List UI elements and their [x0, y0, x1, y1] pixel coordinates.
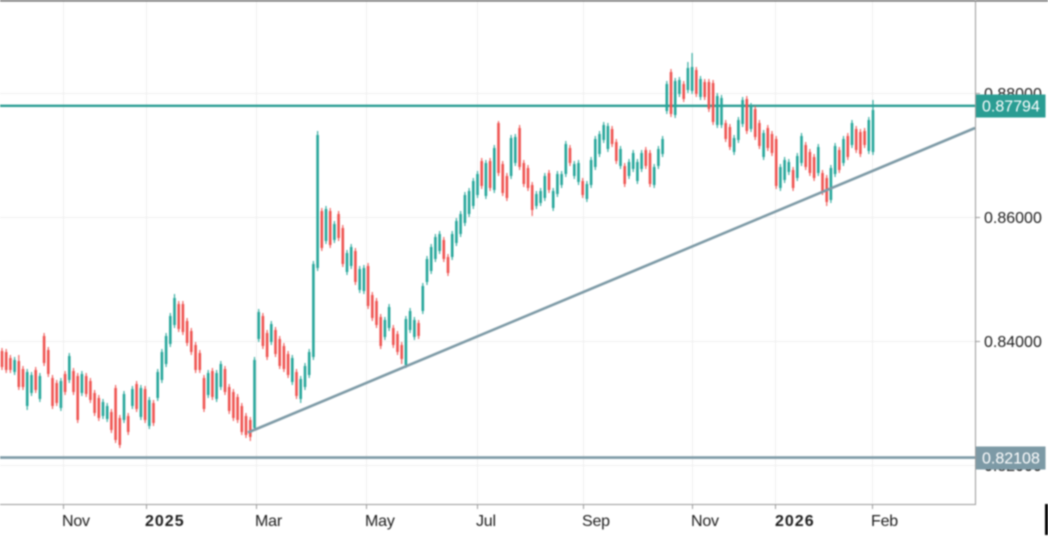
svg-text:0.82108: 0.82108	[982, 451, 1040, 468]
svg-text:2025: 2025	[145, 513, 185, 530]
svg-text:Nov: Nov	[691, 513, 719, 530]
svg-text:Jul: Jul	[476, 513, 496, 530]
svg-text:Nov: Nov	[62, 513, 90, 530]
svg-text:Sep: Sep	[582, 513, 610, 530]
svg-text:Mar: Mar	[255, 513, 283, 530]
svg-text:2026: 2026	[775, 513, 815, 530]
svg-text:0.87794: 0.87794	[982, 99, 1040, 116]
svg-text:0.86000: 0.86000	[984, 210, 1042, 227]
svg-text:0.84000: 0.84000	[984, 334, 1042, 351]
svg-text:May: May	[365, 513, 395, 530]
svg-text:Feb: Feb	[871, 513, 898, 530]
